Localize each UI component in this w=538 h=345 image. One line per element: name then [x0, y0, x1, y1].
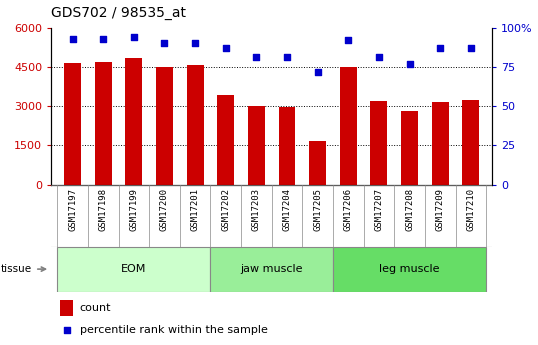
Bar: [156, 67, 173, 185]
Text: GSM17209: GSM17209: [436, 188, 445, 231]
Point: [62, 327, 71, 333]
Bar: [279, 107, 295, 185]
Point: [405, 61, 414, 67]
Point: [374, 55, 383, 60]
Point: [344, 37, 352, 43]
Bar: [187, 65, 203, 185]
Text: GSM17204: GSM17204: [282, 188, 292, 231]
Text: GSM17205: GSM17205: [313, 188, 322, 231]
Text: GSM17199: GSM17199: [129, 188, 138, 231]
Bar: [432, 102, 449, 185]
Text: count: count: [80, 303, 111, 313]
Bar: [309, 141, 326, 185]
Point: [466, 45, 475, 51]
Text: EOM: EOM: [121, 264, 146, 274]
Bar: [95, 62, 111, 185]
Point: [130, 34, 138, 40]
Text: GSM17202: GSM17202: [221, 188, 230, 231]
Bar: [401, 111, 418, 185]
Text: leg muscle: leg muscle: [379, 264, 440, 274]
Text: GDS702 / 98535_at: GDS702 / 98535_at: [51, 6, 186, 20]
Bar: [333, 247, 486, 292]
Bar: [462, 100, 479, 185]
Point: [436, 45, 444, 51]
Text: GSM17200: GSM17200: [160, 188, 169, 231]
Bar: [248, 106, 265, 185]
Text: GSM17197: GSM17197: [68, 188, 77, 231]
Bar: [64, 63, 81, 185]
Text: percentile rank within the sample: percentile rank within the sample: [80, 325, 268, 335]
Point: [282, 55, 291, 60]
Bar: [340, 67, 357, 185]
Bar: [217, 95, 234, 185]
Bar: [371, 101, 387, 185]
Text: GSM17208: GSM17208: [405, 188, 414, 231]
Text: GSM17198: GSM17198: [98, 188, 108, 231]
Point: [222, 45, 230, 51]
Text: GSM17210: GSM17210: [466, 188, 476, 231]
Point: [68, 36, 77, 41]
Text: tissue: tissue: [1, 264, 45, 274]
Point: [313, 69, 322, 74]
Point: [99, 36, 108, 41]
Bar: [60, 299, 73, 316]
Bar: [125, 58, 142, 185]
Text: GSM17203: GSM17203: [252, 188, 261, 231]
Point: [160, 40, 169, 46]
Text: jaw muscle: jaw muscle: [240, 264, 303, 274]
Text: GSM17206: GSM17206: [344, 188, 353, 231]
Point: [252, 55, 261, 60]
Bar: [57, 247, 210, 292]
Point: [191, 40, 200, 46]
Text: GSM17207: GSM17207: [374, 188, 384, 231]
Bar: [210, 247, 333, 292]
Text: GSM17201: GSM17201: [190, 188, 200, 231]
